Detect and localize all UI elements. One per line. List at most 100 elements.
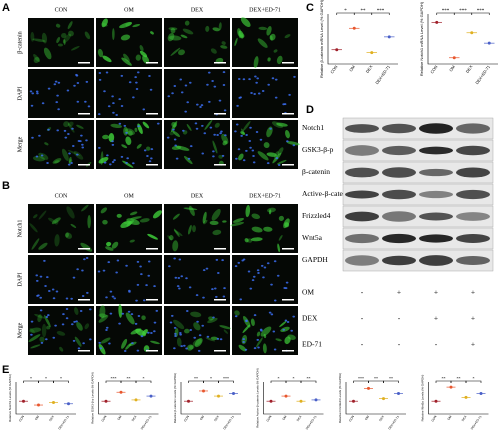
cell-stain bbox=[142, 329, 148, 336]
nucleus bbox=[215, 258, 219, 261]
nucleus bbox=[54, 324, 57, 327]
data-point bbox=[335, 48, 339, 52]
treatment-sign: - bbox=[361, 314, 364, 323]
nucleus bbox=[137, 314, 141, 317]
cell-stain bbox=[275, 338, 282, 342]
significance-bracket bbox=[471, 12, 490, 15]
cell-stain bbox=[68, 30, 74, 37]
cell-stain bbox=[176, 337, 182, 347]
nucleus bbox=[51, 288, 55, 291]
cell-stain bbox=[233, 217, 245, 223]
nucleus bbox=[260, 264, 264, 267]
cell-stain bbox=[184, 328, 190, 334]
cell-stain bbox=[101, 23, 108, 27]
cell-stain bbox=[211, 209, 221, 221]
nucleus bbox=[183, 344, 186, 347]
nucleus bbox=[38, 134, 41, 137]
band-label: Frizzled4 bbox=[302, 211, 331, 220]
nucleus bbox=[245, 319, 248, 322]
x-tick-label: DEX bbox=[296, 415, 303, 422]
scale-bar bbox=[282, 113, 294, 115]
nucleus bbox=[81, 295, 85, 298]
nucleus bbox=[70, 161, 73, 164]
nucleus bbox=[62, 313, 65, 316]
cell-stain bbox=[146, 146, 151, 151]
nucleus bbox=[198, 334, 202, 337]
nucleus bbox=[35, 274, 39, 277]
cell-stain bbox=[250, 318, 255, 327]
nucleus bbox=[213, 85, 217, 88]
cell-stain bbox=[194, 338, 203, 348]
cell-stain bbox=[76, 124, 84, 129]
cell-stain bbox=[277, 243, 281, 253]
data-point bbox=[397, 392, 400, 396]
nucleus bbox=[108, 342, 111, 345]
cell-stain bbox=[132, 23, 141, 28]
blot-band bbox=[345, 233, 379, 244]
cell-stain bbox=[257, 38, 268, 48]
panel-letter: E bbox=[2, 364, 9, 376]
y-axis-label: Relative GSK3-β-p Levels (% GAPDH) bbox=[90, 372, 94, 424]
nucleus bbox=[206, 335, 210, 338]
nucleus bbox=[105, 296, 108, 299]
nucleus bbox=[118, 322, 121, 325]
nucleus bbox=[76, 81, 80, 84]
nucleus bbox=[147, 260, 151, 263]
nucleus bbox=[288, 93, 291, 96]
nucleus bbox=[125, 161, 128, 164]
nucleus bbox=[35, 279, 39, 282]
nucleus bbox=[140, 335, 144, 338]
nucleus bbox=[132, 162, 135, 165]
data-point bbox=[22, 399, 25, 403]
nucleus bbox=[176, 285, 180, 288]
nucleus bbox=[244, 348, 248, 351]
nucleus bbox=[55, 101, 59, 104]
nucleus bbox=[242, 78, 246, 81]
nucleus bbox=[102, 269, 106, 272]
nucleus bbox=[273, 299, 277, 302]
blot-band bbox=[419, 146, 453, 155]
significance-label: ** bbox=[361, 9, 367, 14]
significance-label: * bbox=[60, 376, 62, 381]
data-point bbox=[187, 399, 190, 403]
band-label: β-catenin bbox=[302, 167, 330, 176]
cell-stain bbox=[61, 32, 67, 39]
nucleus bbox=[242, 338, 246, 341]
nucleus bbox=[131, 342, 134, 345]
cell-stain bbox=[170, 27, 176, 34]
cell-stain bbox=[120, 34, 131, 41]
cell-stain bbox=[52, 158, 62, 164]
nucleus bbox=[247, 270, 251, 273]
nucleus bbox=[200, 104, 204, 107]
scale-bar bbox=[78, 62, 90, 64]
cell-stain bbox=[187, 224, 192, 235]
data-point bbox=[479, 392, 483, 396]
nucleus bbox=[237, 261, 241, 264]
cell-stain bbox=[30, 344, 41, 349]
significance-bracket bbox=[371, 12, 390, 15]
cell-stain bbox=[172, 240, 179, 252]
cell-stain bbox=[102, 55, 112, 63]
nucleus bbox=[237, 77, 241, 80]
nucleus bbox=[75, 74, 79, 77]
treatment-sign: - bbox=[361, 340, 364, 349]
column-label: OM bbox=[124, 193, 134, 199]
nucleus bbox=[35, 90, 39, 93]
significance-label: * bbox=[210, 376, 212, 381]
blot-band bbox=[419, 234, 453, 243]
blot-band bbox=[419, 212, 453, 221]
cell-stain bbox=[71, 45, 80, 51]
cell-stain bbox=[283, 218, 290, 229]
significance-label: *** bbox=[111, 376, 117, 381]
cell-stain bbox=[37, 314, 42, 323]
data-point bbox=[435, 20, 439, 24]
cell-stain bbox=[73, 150, 84, 160]
cell-stain bbox=[219, 325, 231, 330]
cell-stain bbox=[284, 336, 291, 345]
nucleus bbox=[277, 164, 281, 167]
panel-letter: B bbox=[2, 180, 10, 192]
cell-stain bbox=[116, 213, 122, 218]
blot-strip bbox=[342, 161, 494, 184]
blot-strip bbox=[342, 183, 494, 206]
treatment-sign: - bbox=[435, 340, 438, 349]
